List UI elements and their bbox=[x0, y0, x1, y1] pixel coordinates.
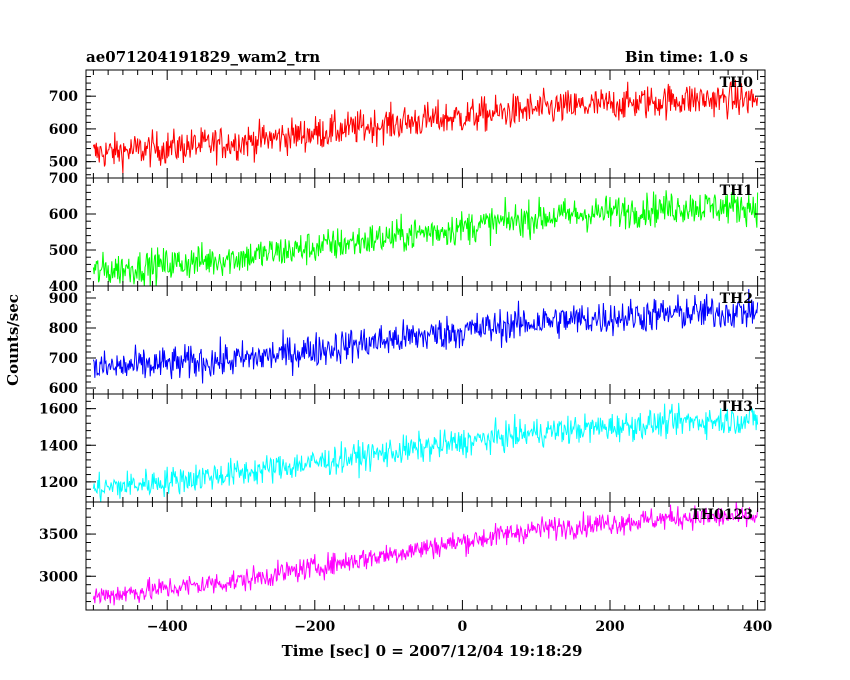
panel-th3: 1200 1400 1600 TH3 bbox=[39, 393, 766, 503]
series-label-th1: TH1 bbox=[720, 183, 753, 199]
chart-title: ae071204191829_wam2_trn bbox=[86, 48, 320, 66]
series-label-th0123: TH0123 bbox=[690, 507, 753, 523]
y-tick-label: 1200 bbox=[39, 475, 78, 491]
panel-frame bbox=[85, 501, 766, 611]
y-tick-label: 3500 bbox=[39, 527, 78, 543]
panels-group: 500 600 700 TH0 400 500 600 700 TH1 600 700 800 900 T… bbox=[39, 69, 772, 635]
series-label-th3: TH3 bbox=[720, 399, 753, 415]
x-tick-label: 400 bbox=[743, 619, 772, 635]
y-tick-label: 400 bbox=[49, 279, 78, 295]
y-tick-label: 600 bbox=[49, 122, 78, 138]
x-tick-label: 200 bbox=[595, 619, 624, 635]
x-axis-label: Time [sec] 0 = 2007/12/04 19:18:29 bbox=[282, 642, 583, 660]
y-tick-label: 600 bbox=[49, 207, 78, 223]
y-tick-label: 3000 bbox=[39, 569, 78, 585]
panel-th0123: 3000 3500 TH0123 bbox=[39, 501, 766, 611]
series-line-th2 bbox=[92, 289, 759, 384]
series-label-th0: TH0 bbox=[720, 75, 754, 91]
y-tick-label: 500 bbox=[49, 155, 78, 171]
y-tick-label: 1400 bbox=[39, 438, 78, 454]
series-label-th2: TH2 bbox=[720, 291, 753, 307]
y-tick-label: 1600 bbox=[39, 402, 78, 418]
y-tick-label: 600 bbox=[49, 381, 78, 397]
series-line-th3 bbox=[92, 402, 759, 502]
series-line-th0 bbox=[92, 79, 759, 174]
series-line-th1 bbox=[92, 190, 759, 286]
x-tick-label: −200 bbox=[294, 619, 335, 635]
y-tick-label: 700 bbox=[49, 351, 78, 367]
panel-th0: 500 600 700 TH0 bbox=[49, 69, 766, 179]
x-tick-label: 0 bbox=[458, 619, 468, 635]
panel-frame bbox=[85, 69, 766, 179]
panel-th1: 400 500 600 700 TH1 bbox=[49, 171, 766, 295]
y-tick-label: 500 bbox=[49, 243, 78, 259]
y-tick-label: 700 bbox=[49, 89, 78, 105]
x-tick-label: −400 bbox=[147, 619, 188, 635]
series-line-th0123 bbox=[92, 502, 759, 606]
y-tick-label: 700 bbox=[49, 171, 78, 187]
y-tick-label: 900 bbox=[49, 291, 78, 307]
bin-time-label: Bin time: 1.0 s bbox=[625, 48, 748, 66]
y-tick-label: 800 bbox=[49, 321, 78, 337]
panel-th2: 600 700 800 900 TH2 bbox=[49, 285, 766, 397]
y-axis-label: Counts/sec bbox=[4, 294, 22, 386]
